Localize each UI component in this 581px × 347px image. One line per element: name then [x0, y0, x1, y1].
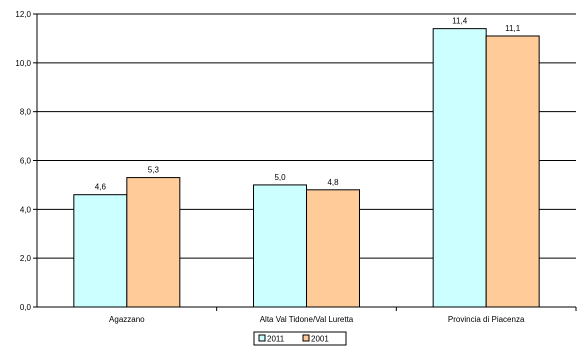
x-category-labels: Agazzano Alta Val Tidone/Val Luretta Provi… — [109, 315, 525, 324]
legend: 2011 2001 — [253, 331, 347, 346]
x-category-label: Agazzano — [109, 315, 145, 324]
data-label: 4,6 — [95, 183, 107, 192]
bar-2011-0 — [73, 194, 128, 308]
data-labels: 4,6 5,3 5,0 4,8 11,4 11,1 — [95, 17, 521, 192]
legend-label-2001: 2001 — [311, 335, 329, 344]
y-tick-label: 0,0 — [20, 303, 32, 312]
legend-box — [253, 331, 347, 346]
bar-2001-1 — [306, 189, 360, 308]
bar-2001-2 — [485, 35, 540, 308]
axes — [33, 13, 577, 311]
data-label: 11,4 — [452, 17, 468, 26]
x-category-label: Alta Val Tidone/Val Luretta — [260, 315, 354, 324]
legend-label-2011: 2011 — [267, 335, 285, 344]
bar-2011-1 — [253, 184, 307, 308]
data-label: 5,3 — [148, 166, 160, 175]
bars — [73, 28, 540, 308]
y-tick-labels: 0,0 2,0 4,0 6,0 8,0 10,0 12,0 — [15, 10, 31, 312]
data-label: 11,1 — [505, 24, 521, 33]
legend-swatch-2011 — [258, 334, 266, 342]
y-tick-label: 4,0 — [20, 205, 32, 214]
data-label: 5,0 — [274, 173, 286, 182]
y-tick-label: 6,0 — [20, 157, 32, 166]
y-tick-label: 2,0 — [20, 254, 32, 263]
bar-2001-0 — [126, 177, 181, 308]
y-tick-label: 10,0 — [15, 59, 31, 68]
legend-swatch-2001 — [302, 334, 310, 342]
y-tick-label: 12,0 — [15, 10, 31, 19]
x-category-label: Provincia di Piacenza — [448, 315, 525, 324]
bar-2011-2 — [432, 28, 487, 308]
data-label: 4,8 — [327, 178, 339, 187]
y-tick-label: 8,0 — [20, 108, 32, 117]
